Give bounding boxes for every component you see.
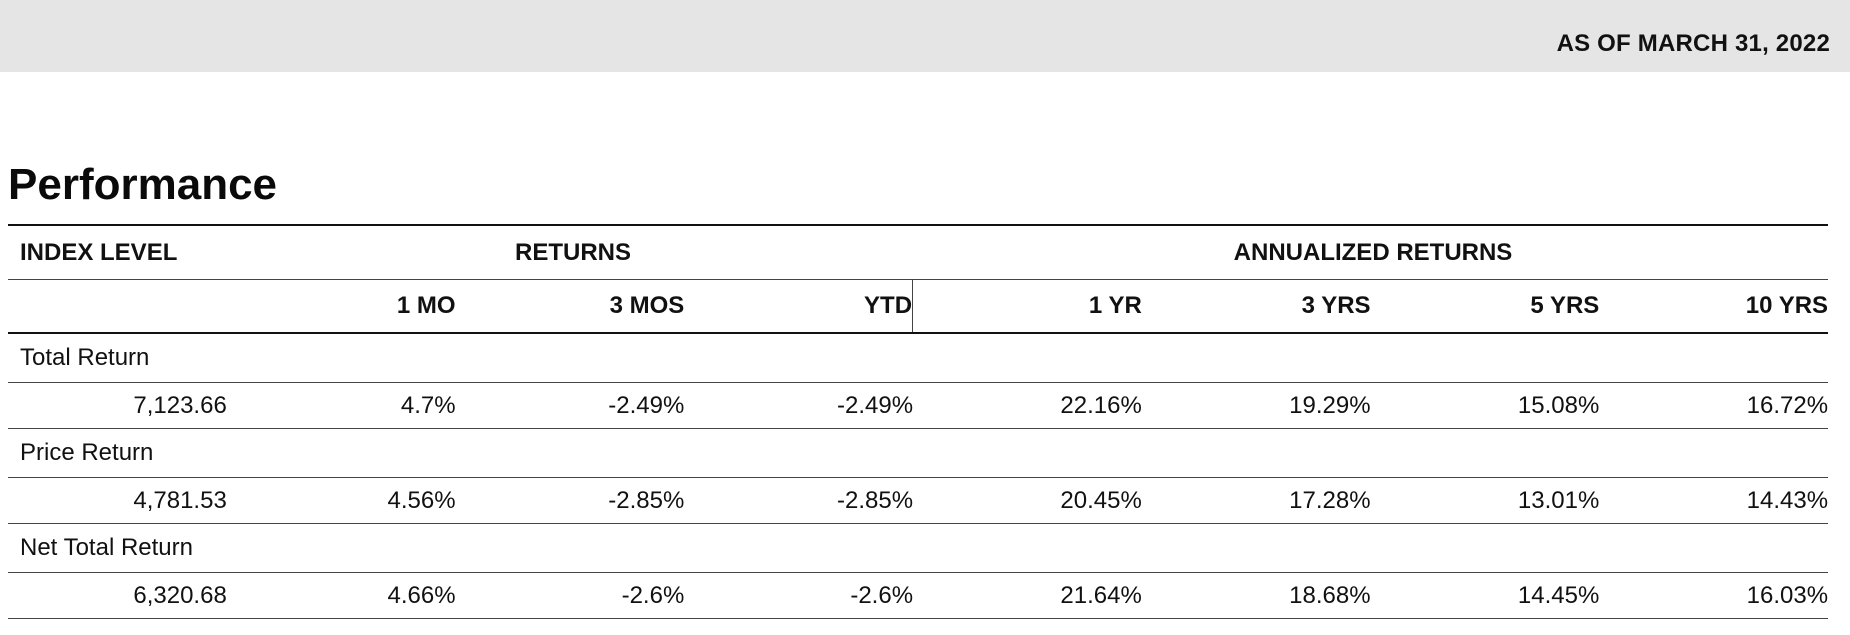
column-header-ytd: YTD	[684, 280, 914, 332]
column-header-3mos: 3 MOS	[609, 292, 685, 319]
row-label-total-return: Total Return	[20, 344, 150, 371]
index-level-value: 6,320.68	[133, 581, 227, 609]
return-3yrs: 18.68%	[1289, 581, 1371, 609]
return-10yrs: 16.03%	[1746, 581, 1829, 609]
return-1mo: 4.56%	[387, 486, 456, 514]
column-header-3yrs: 3 YRS	[1301, 292, 1371, 319]
return-3mos: -2.85%	[608, 486, 685, 514]
group-header-row: INDEX LEVEL RETURNS ANNUALIZED RETURNS	[8, 224, 1828, 280]
table-row-label: Net Total Return	[8, 524, 1828, 573]
table-row-label: Total Return	[8, 334, 1828, 383]
return-ytd: -2.49%	[837, 391, 914, 419]
return-3yrs: 19.29%	[1289, 391, 1371, 419]
return-1mo: 4.7%	[400, 391, 456, 419]
return-3mos: -2.49%	[608, 391, 685, 419]
row-label-price-return: Price Return	[20, 439, 154, 466]
column-header-row: 1 MO 3 MOS YTD 1 YR 3 YRS 5 YRS 10 YRS	[8, 280, 1828, 334]
column-header-5yrs: 5 YRS	[1530, 292, 1600, 319]
top-bar: AS OF MARCH 31, 2022	[0, 0, 1850, 72]
column-header-1mo: 1 MO	[396, 292, 456, 319]
as-of-date: AS OF MARCH 31, 2022	[1556, 30, 1830, 57]
returns-header: RETURNS	[514, 238, 631, 266]
column-header-1yr: 1 YR	[1088, 292, 1142, 319]
performance-table: INDEX LEVEL RETURNS ANNUALIZED RETURNS 1…	[8, 224, 1828, 619]
table-row: 7,123.66 4.7% -2.49% -2.49% 22.16% 19.29…	[8, 383, 1828, 429]
return-1yr: 20.45%	[1060, 486, 1142, 514]
return-3yrs: 17.28%	[1289, 486, 1371, 514]
return-10yrs: 16.72%	[1746, 391, 1829, 419]
index-level-value: 7,123.66	[133, 391, 227, 419]
column-header-10yrs: 10 YRS	[1745, 292, 1829, 319]
return-1yr: 21.64%	[1060, 581, 1142, 609]
index-level-value: 4,781.53	[133, 486, 227, 514]
column-header-ytd-label: YTD	[864, 292, 913, 319]
index-level-header: INDEX LEVEL	[20, 238, 178, 266]
table-row: 4,781.53 4.56% -2.85% -2.85% 20.45% 17.2…	[8, 478, 1828, 524]
table-row: 6,320.68 4.66% -2.6% -2.6% 21.64% 18.68%…	[8, 573, 1828, 619]
page-title: Performance	[8, 160, 278, 209]
return-10yrs: 14.43%	[1746, 486, 1829, 514]
annualized-returns-header: ANNUALIZED RETURNS	[1233, 238, 1513, 266]
return-5yrs: 13.01%	[1517, 486, 1600, 514]
return-1mo: 4.66%	[387, 581, 456, 609]
return-ytd: -2.85%	[837, 486, 914, 514]
table-row-label: Price Return	[8, 429, 1828, 478]
return-3mos: -2.6%	[621, 581, 685, 609]
return-ytd: -2.6%	[850, 581, 914, 609]
return-1yr: 22.16%	[1060, 391, 1142, 419]
row-label-net-total-return: Net Total Return	[20, 534, 193, 561]
return-5yrs: 14.45%	[1517, 581, 1600, 609]
return-5yrs: 15.08%	[1517, 391, 1600, 419]
